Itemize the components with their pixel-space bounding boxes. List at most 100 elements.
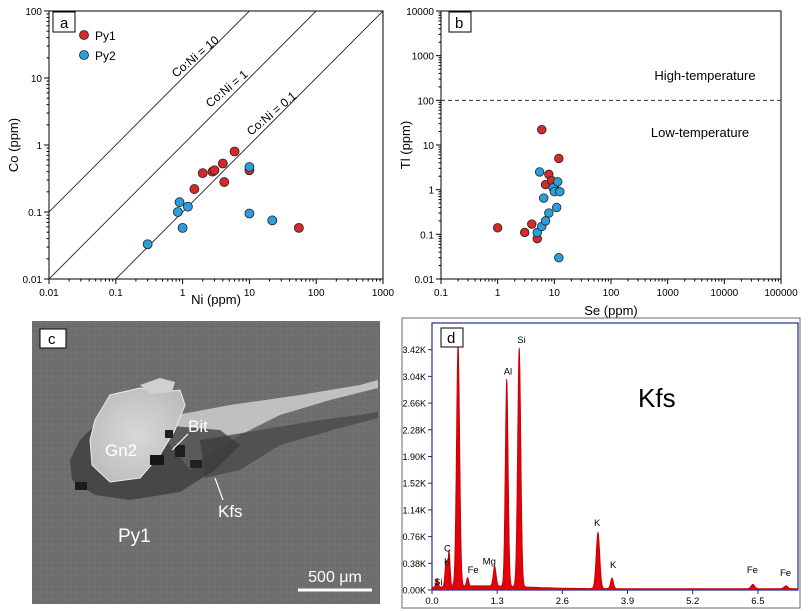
b-xtick-label: 1 [495, 288, 501, 299]
point-a-py1 [293, 222, 304, 233]
panel-b-xlabel: Se (ppm) [584, 303, 637, 318]
panel-d-axes: 0.0 1.3 2.6 3.9 5.2 6.5 0.00K 0.38K 0.76K 1.14K 1.… [402, 345, 764, 607]
a-xtick-label: 0.01 [39, 288, 59, 299]
eds-spectrum-area [432, 343, 798, 590]
d-xtick-label: 5.2 [686, 596, 699, 607]
point-a-py1 [219, 177, 230, 187]
peak-label: Fe [468, 565, 479, 576]
panel-a-xlabel: Ni (ppm) [191, 292, 241, 307]
panel-a: 0.01 0.1 1 10 100 1000 0.01 0.1 1 10 100 a Py1 Py2… [6, 7, 395, 307]
panel-b-points [492, 125, 565, 263]
panel-d-title: Kfs [638, 383, 676, 413]
kfs-grain-5 [75, 482, 87, 490]
d-xtick-label: 3.9 [621, 596, 634, 607]
point-b-py1 [554, 153, 564, 164]
panel-d-label: d [447, 330, 455, 347]
panel-d-peak-labels: SiCKOFeMgAlSiKKFeFe [434, 332, 791, 588]
panel-b-ylabel: Tl (ppm) [398, 121, 413, 169]
panel-a-points [142, 146, 304, 250]
panel-d-plot-frame [431, 322, 799, 591]
label-gn2: Gn2 [105, 441, 137, 460]
point-b-py2 [539, 193, 549, 203]
point-a-py2 [174, 197, 185, 208]
d-xtick-label: 6.5 [751, 596, 764, 607]
panel-b: 0.1 1 10 100 1000 10000 100000 0.01 0.1 1 10 100 100… [398, 7, 798, 318]
b-ytick-label: 10000 [406, 7, 434, 18]
panel-c-sem-image: Gn2 Bit Kfs Py1 500 μm c [32, 321, 380, 604]
d-ytick-label: 0.00K [402, 586, 426, 596]
peak-label: Si [434, 577, 442, 588]
b-xtick-label: 100 [603, 288, 620, 299]
d-ytick-label: 0.76K [402, 532, 426, 542]
bit-pointer [171, 433, 189, 451]
label-kfs: Kfs [218, 502, 243, 521]
a-ytick-label: 0.1 [28, 208, 42, 219]
b-xtick-label: 100000 [764, 288, 798, 299]
point-b-py2 [551, 202, 562, 213]
d-xtick-label: 2.6 [556, 596, 569, 607]
point-a-py1 [217, 158, 228, 169]
point-a-py1 [189, 184, 200, 194]
label-bit: Bit [188, 417, 208, 436]
b-ytick-label: 0.01 [415, 275, 435, 286]
b-xtick-label: 10000 [710, 288, 738, 299]
panel-c-label-box [39, 328, 67, 349]
galena-tip [140, 378, 175, 394]
d-xtick-label: 1.3 [491, 596, 504, 607]
a-xtick-label: 10 [244, 288, 256, 299]
label-py1: Py1 [118, 526, 151, 547]
ratio-line-0 [49, 11, 251, 213]
point-b-py1 [520, 227, 530, 238]
panel-a-label: a [60, 15, 69, 32]
a-ytick-label: 100 [25, 7, 42, 18]
d-xtick-label: 0.0 [425, 596, 438, 607]
panel-d: 0.0 1.3 2.6 3.9 5.2 6.5 0.00K 0.38K 0.76K 1.14K 1.… [401, 317, 801, 609]
point-b-py2 [555, 187, 565, 197]
panel-c-label: c [48, 331, 56, 348]
point-b-py1 [537, 125, 547, 135]
b-xtick-label: 1000 [657, 288, 680, 299]
kfs-pointer [214, 477, 224, 501]
point-a-py1 [197, 168, 208, 179]
peak-label: K [594, 518, 601, 529]
galena-grain [89, 387, 186, 483]
region-label-high: High-temperature [654, 68, 755, 83]
scale-bar-label: 500 μm [308, 569, 362, 586]
kfs-grain-1 [150, 455, 164, 465]
a-ytick-label: 10 [31, 74, 43, 85]
d-ytick-label: 1.52K [402, 479, 426, 489]
peak-label: C [444, 543, 451, 554]
legend-py1-label: Py1 [95, 29, 116, 43]
b-ytick-label: 1000 [412, 52, 435, 63]
point-a-py1 [229, 146, 240, 157]
point-a-py2 [244, 208, 255, 219]
point-b-py1 [492, 223, 503, 233]
peak-label: Al [504, 367, 512, 378]
peak-label: K [444, 557, 451, 568]
point-a-py2 [172, 207, 183, 217]
panel-a-axes: 0.01 0.1 1 10 100 1000 0.01 0.1 1 10 100 [23, 7, 395, 299]
point-a-py2 [244, 162, 255, 172]
b-xtick-label: 10 [549, 288, 561, 299]
kfs-grain-4 [165, 430, 173, 438]
d-ytick-label: 3.42K [402, 345, 426, 355]
peak-label: Fe [780, 568, 791, 579]
peak-label: Mg [483, 556, 496, 567]
peak-label: Fe [747, 565, 758, 576]
kfs-grain-3 [190, 460, 202, 468]
peak-label: Si [517, 335, 525, 346]
panel-b-frame [440, 10, 782, 280]
a-ytick-label: 1 [36, 141, 42, 152]
b-ytick-label: 0.1 [420, 230, 434, 241]
a-ytick-label: 0.01 [23, 275, 43, 286]
region-label-low: Low-temperature [651, 125, 749, 140]
d-ytick-label: 2.66K [402, 399, 426, 409]
point-a-py1 [209, 165, 220, 176]
a-xtick-label: 1 [180, 288, 186, 299]
legend-py1-marker [79, 30, 89, 40]
panel-d-label-box [440, 327, 464, 348]
peak-label: K [610, 560, 617, 571]
legend-py2-label: Py2 [95, 49, 116, 63]
d-ytick-label: 1.90K [402, 452, 426, 462]
panel-a-ylabel: Co (ppm) [6, 118, 21, 172]
